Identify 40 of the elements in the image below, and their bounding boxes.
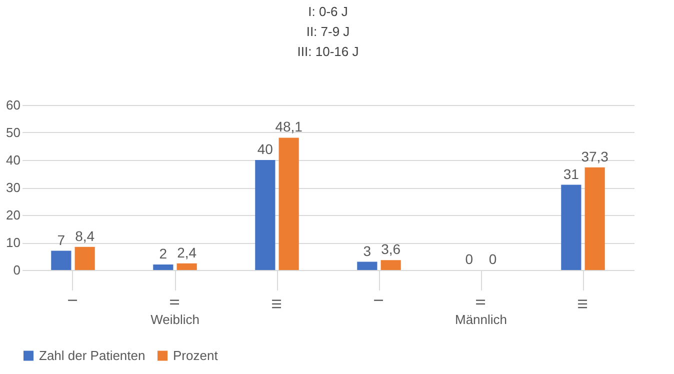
data-label: 0: [465, 251, 474, 267]
bar: [176, 263, 197, 270]
bar: [51, 250, 72, 270]
legend-label: Prozent: [173, 348, 218, 363]
bar: [357, 262, 378, 270]
bar: [278, 138, 299, 270]
y-tick-label: 30: [6, 180, 20, 195]
data-label: 7: [57, 232, 66, 248]
x-tick-label: II: [167, 298, 182, 306]
data-label: 2: [159, 246, 168, 262]
data-label: 40: [257, 141, 274, 157]
bar: [255, 160, 276, 270]
data-label: 48,1: [275, 118, 303, 135]
y-tick-label: 0: [13, 262, 20, 278]
x-tick-label: III: [269, 298, 284, 310]
y-tick-label: 50: [6, 125, 20, 140]
data-label: 31: [563, 166, 580, 182]
y-tick-label: 40: [6, 152, 20, 168]
y-tick-label: 10: [6, 235, 20, 250]
legend-label: Zahl der Patienten: [39, 348, 146, 363]
data-label: 3,6: [381, 241, 401, 258]
bar: [584, 167, 605, 270]
x-tick-label: II: [473, 298, 488, 306]
data-label: 2,4: [177, 244, 197, 260]
data-label: 8,4: [75, 228, 95, 244]
chart-title: I: 0-6 J II: 7-9 J III: 10-16 J: [297, 4, 359, 59]
data-label: 0: [488, 251, 497, 267]
text: Männlich: [454, 312, 508, 327]
x-tick-label: I: [65, 298, 80, 302]
x-tick-label: I: [371, 298, 386, 302]
y-tick-label: 20: [6, 208, 20, 222]
bar: [153, 264, 174, 270]
text: Weiblich: [150, 312, 200, 327]
bar: [74, 246, 95, 270]
data-label: 3: [363, 242, 372, 259]
data-label: 37,3: [581, 148, 609, 164]
bar: [380, 260, 401, 270]
bar: [561, 184, 582, 270]
x-tick-label: III: [575, 298, 590, 310]
y-tick-label: 60: [6, 98, 20, 112]
